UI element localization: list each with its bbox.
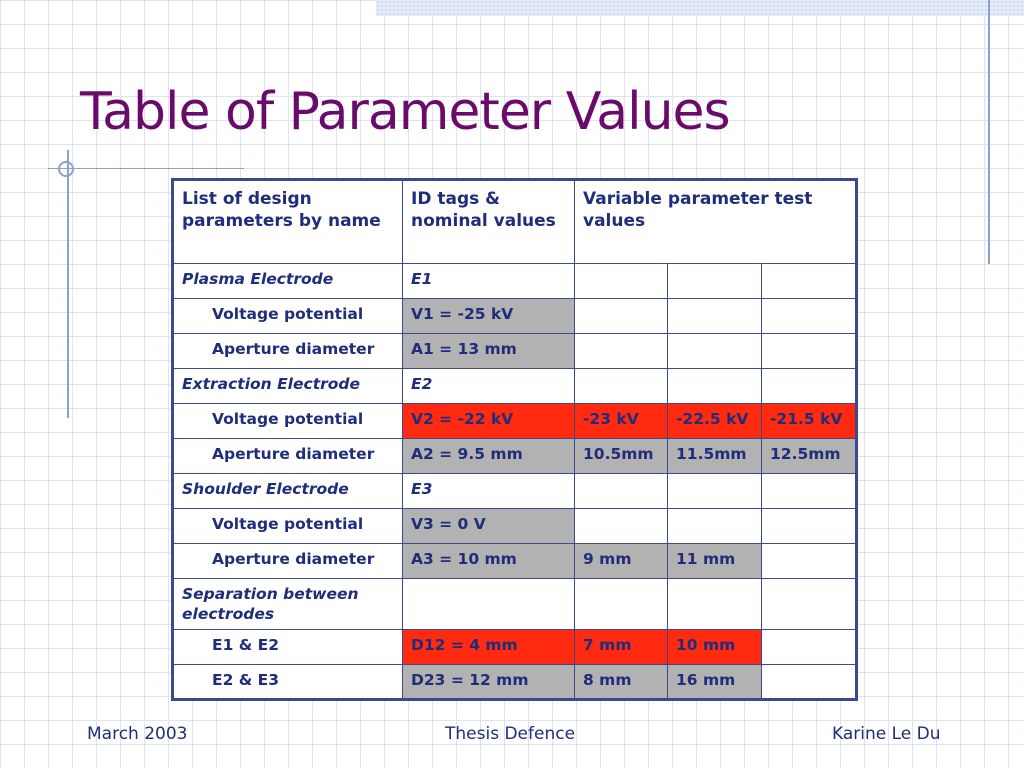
- id-tag-cell: A2 = 9.5 mm: [402, 438, 575, 474]
- header-design-parameters: List of design parameters by name: [172, 179, 403, 264]
- parameter-name-cell: Separation between electrodes: [172, 577, 403, 631]
- test-value-cell: 12.5mm: [760, 438, 858, 474]
- top-pattern-band: [376, 0, 1024, 16]
- parameter-name-cell: Aperture diameter: [172, 543, 403, 579]
- test-value-cell: [574, 368, 668, 404]
- test-value-cell: [760, 664, 858, 701]
- test-value-cell: [760, 298, 858, 334]
- test-value-cell: [667, 298, 762, 334]
- parameter-name-cell: Plasma Electrode: [172, 263, 403, 299]
- test-value-cell: [574, 263, 668, 299]
- test-value-cell: [667, 368, 762, 404]
- table-row: E1 & E2 D12 = 4 mm 7 mm 10 mm: [172, 629, 858, 666]
- test-value-cell: [574, 298, 668, 334]
- parameter-name-cell: E2 & E3: [172, 664, 403, 701]
- table-row: Separation between electrodes: [172, 577, 858, 631]
- id-tag-cell: A1 = 13 mm: [402, 333, 575, 369]
- parameter-name-cell: Extraction Electrode: [172, 368, 403, 404]
- test-value-cell: [667, 263, 762, 299]
- test-value-cell: [760, 577, 858, 631]
- test-value-cell: 8 mm: [574, 664, 668, 701]
- table-row: Voltage potential V1 = -25 kV: [172, 298, 858, 334]
- test-value-cell: [574, 473, 668, 509]
- test-value-cell: [667, 333, 762, 369]
- test-value-cell: [574, 508, 668, 544]
- id-tag-cell: [402, 577, 575, 631]
- test-value-cell: 9 mm: [574, 543, 668, 579]
- header-test-values: Variable parameter test values: [573, 179, 858, 264]
- table-row: Aperture diameter A1 = 13 mm: [172, 333, 858, 369]
- test-value-cell: 10.5mm: [574, 438, 668, 474]
- decor-horizontal-line: [48, 168, 244, 169]
- id-tag-cell: E1: [402, 263, 575, 299]
- test-value-cell: -23 kV: [574, 403, 668, 439]
- id-tag-cell: V3 = 0 V: [402, 508, 575, 544]
- table-row: Plasma Electrode E1: [172, 263, 858, 299]
- parameter-name-cell: Shoulder Electrode: [172, 473, 403, 509]
- test-value-cell: [760, 473, 858, 509]
- test-value-cell: 7 mm: [574, 629, 668, 666]
- test-value-cell: [760, 508, 858, 544]
- id-tag-cell: A3 = 10 mm: [402, 543, 575, 579]
- id-tag-cell: V2 = -22 kV: [402, 403, 575, 439]
- table-body: Plasma Electrode E1 Voltage potential V1 = …: [172, 263, 858, 701]
- id-tag-cell: D12 = 4 mm: [402, 629, 575, 666]
- parameter-name-cell: Voltage potential: [172, 403, 403, 439]
- table-row: Voltage potential V2 = -22 kV -23 kV -22.5 …: [172, 403, 858, 439]
- test-value-cell: [760, 368, 858, 404]
- table-row: E2 & E3 D23 = 12 mm 8 mm 16 mm: [172, 664, 858, 701]
- id-tag-cell: E3: [402, 473, 575, 509]
- decor-vertical-line-left: [67, 150, 69, 418]
- parameter-table: List of design parameters by name ID tag…: [171, 178, 859, 702]
- test-value-cell: [760, 543, 858, 579]
- test-value-cell: 16 mm: [667, 664, 762, 701]
- test-value-cell: 11.5mm: [667, 438, 762, 474]
- test-value-cell: [667, 577, 762, 631]
- footer-author: Karine Le Du: [832, 724, 941, 744]
- test-value-cell: -22.5 kV: [667, 403, 762, 439]
- footer-date: March 2003: [87, 724, 188, 744]
- test-value-cell: [760, 629, 858, 666]
- table-row: Aperture diameter A3 = 10 mm 9 mm 11 mm: [172, 543, 858, 579]
- id-tag-cell: E2: [402, 368, 575, 404]
- header-id-tags: ID tags & nominal values: [402, 179, 575, 264]
- id-tag-cell: V1 = -25 kV: [402, 298, 575, 334]
- parameter-name-cell: Voltage potential: [172, 298, 403, 334]
- test-value-cell: [667, 473, 762, 509]
- table-row: Voltage potential V3 = 0 V: [172, 508, 858, 544]
- decor-circle: [58, 161, 74, 177]
- table-row: Aperture diameter A2 = 9.5 mm 10.5mm 11.5mm…: [172, 438, 858, 474]
- parameter-name-cell: Voltage potential: [172, 508, 403, 544]
- table-row: Shoulder Electrode E3: [172, 473, 858, 509]
- table-header-row: List of design parameters by name ID tag…: [172, 179, 858, 264]
- parameter-name-cell: Aperture diameter: [172, 333, 403, 369]
- parameter-name-cell: E1 & E2: [172, 629, 403, 666]
- test-value-cell: [760, 263, 858, 299]
- test-value-cell: 10 mm: [667, 629, 762, 666]
- decor-vertical-line-right: [988, 0, 990, 264]
- footer-title: Thesis Defence: [445, 724, 576, 744]
- test-value-cell: -21.5 kV: [760, 403, 858, 439]
- parameter-name-cell: Aperture diameter: [172, 438, 403, 474]
- test-value-cell: [574, 577, 668, 631]
- test-value-cell: [574, 333, 668, 369]
- test-value-cell: 11 mm: [667, 543, 762, 579]
- test-value-cell: [760, 333, 858, 369]
- slide-title: Table of Parameter Values: [80, 82, 731, 142]
- test-value-cell: [667, 508, 762, 544]
- table-row: Extraction Electrode E2: [172, 368, 858, 404]
- id-tag-cell: D23 = 12 mm: [402, 664, 575, 701]
